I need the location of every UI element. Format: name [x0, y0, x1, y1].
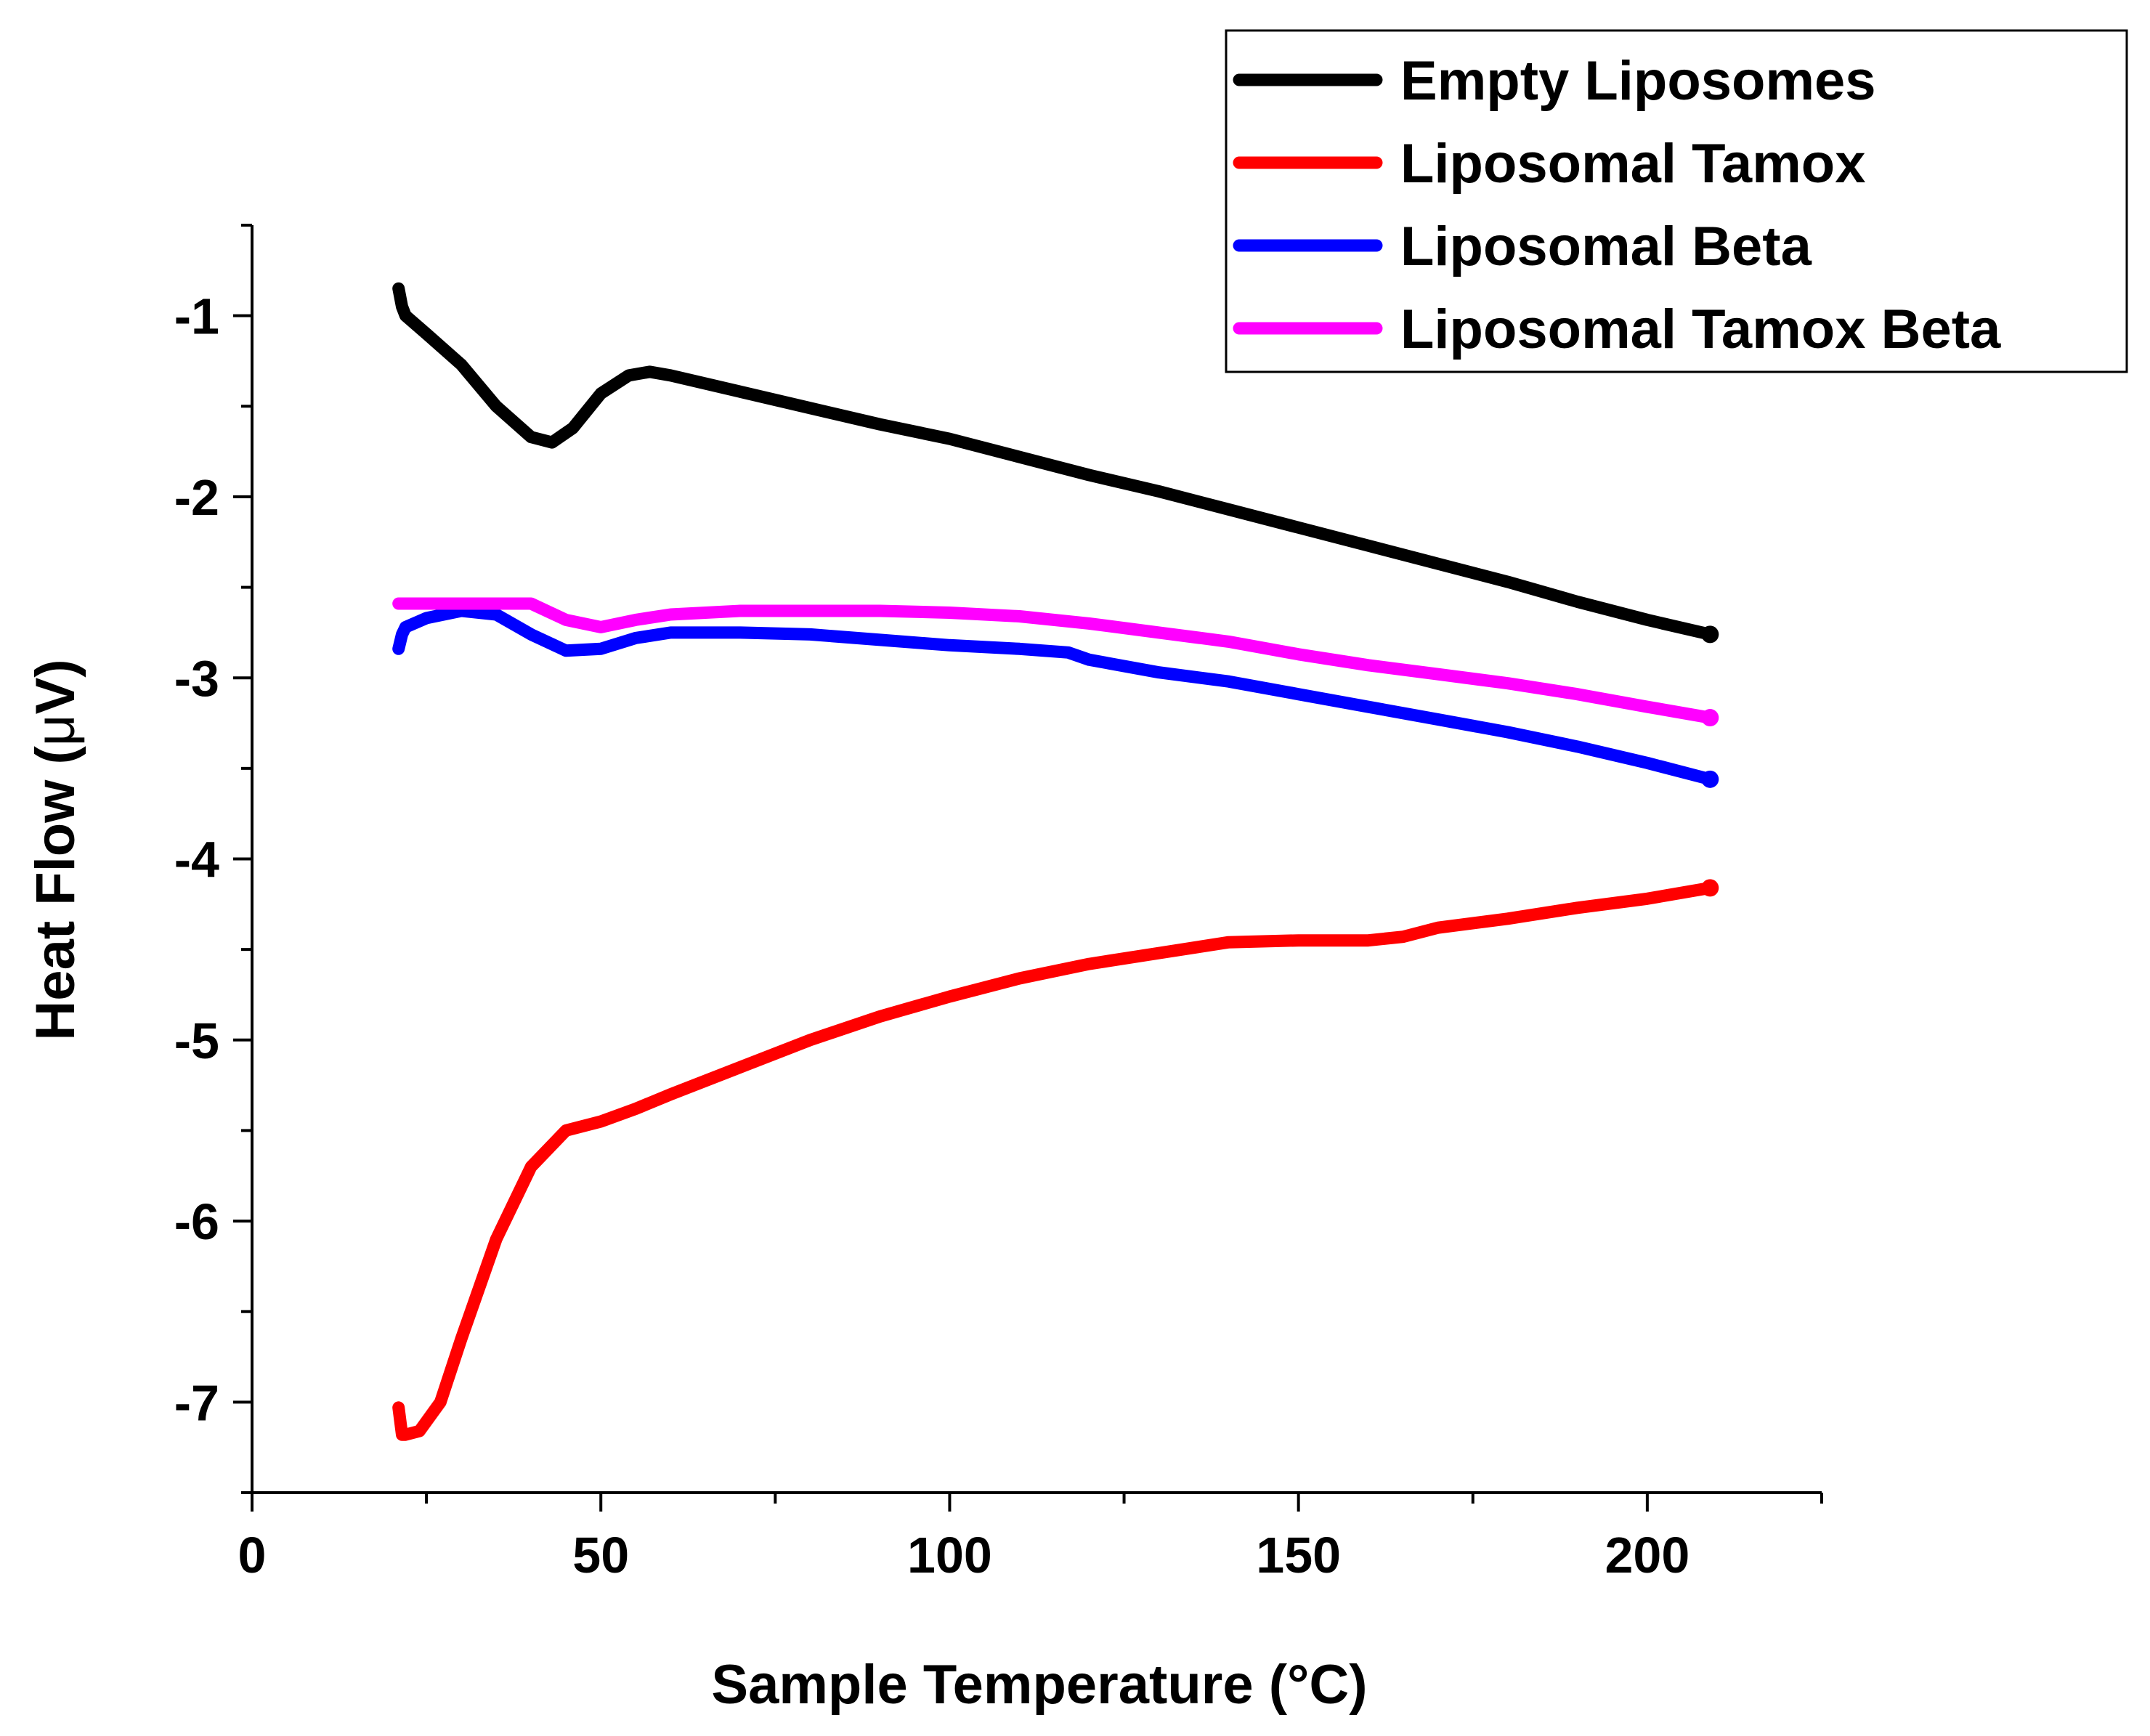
legend-label-empty-liposomes: Empty Liposomes	[1400, 50, 1876, 112]
x-tick-label: 100	[907, 1527, 992, 1583]
y-tick-label: -1	[174, 288, 219, 345]
series-line-liposomal-tamox-beta	[392, 597, 1716, 724]
series-end-point-liposomal-beta	[1701, 770, 1719, 788]
series-end-point-liposomal-tamox-beta	[1701, 709, 1719, 727]
y-tick-label: -4	[174, 832, 219, 888]
legend-label-liposomal-beta: Liposomal Beta	[1400, 216, 1812, 277]
y-tick-label: -5	[174, 1013, 219, 1069]
y-tick-label: -6	[174, 1193, 219, 1250]
x-tick-label: 200	[1605, 1527, 1689, 1583]
x-axis-title: Sample Temperature (°C)	[711, 1654, 1367, 1716]
y-tick-label: -7	[174, 1374, 219, 1431]
series-line-liposomal-tamox	[392, 881, 1716, 1441]
series-line-liposomal-beta	[392, 604, 1716, 786]
plot-series	[392, 282, 1719, 1441]
y-tick-label: -2	[174, 469, 219, 526]
y-ticks: -1 -2 -3 -4 -5 -6 -7	[174, 224, 252, 1494]
x-ticks: 0 50 100 150 200	[238, 1493, 1823, 1583]
y-tick-label: -3	[174, 650, 219, 707]
y-axis-title: Heat Flow (μV)	[25, 659, 86, 1040]
legend: Empty Liposomes Liposomal Tamox Liposomal …	[1225, 29, 2128, 373]
y-axis-title-prefix: Heat Flow (	[25, 746, 86, 1041]
x-tick-label: 0	[238, 1527, 267, 1583]
series-end-point-empty-liposomes	[1701, 625, 1719, 644]
y-axis-title-suffix: V)	[25, 659, 86, 714]
axes: 0 50 100 150 200 -1 -2 -3 -4 -5 -6 -7	[174, 224, 1823, 1583]
x-tick-label: 50	[572, 1527, 629, 1583]
series-line-empty-liposomes	[392, 282, 1716, 641]
legend-label-liposomal-tamox-beta: Liposomal Tamox Beta	[1400, 299, 2001, 360]
legend-box	[1225, 29, 2128, 373]
x-tick-label: 150	[1256, 1527, 1341, 1583]
y-axis-title-symbol: μ	[25, 714, 86, 746]
legend-label-liposomal-tamox: Liposomal Tamox	[1400, 133, 1865, 195]
series-end-point-liposomal-tamox	[1701, 879, 1719, 897]
